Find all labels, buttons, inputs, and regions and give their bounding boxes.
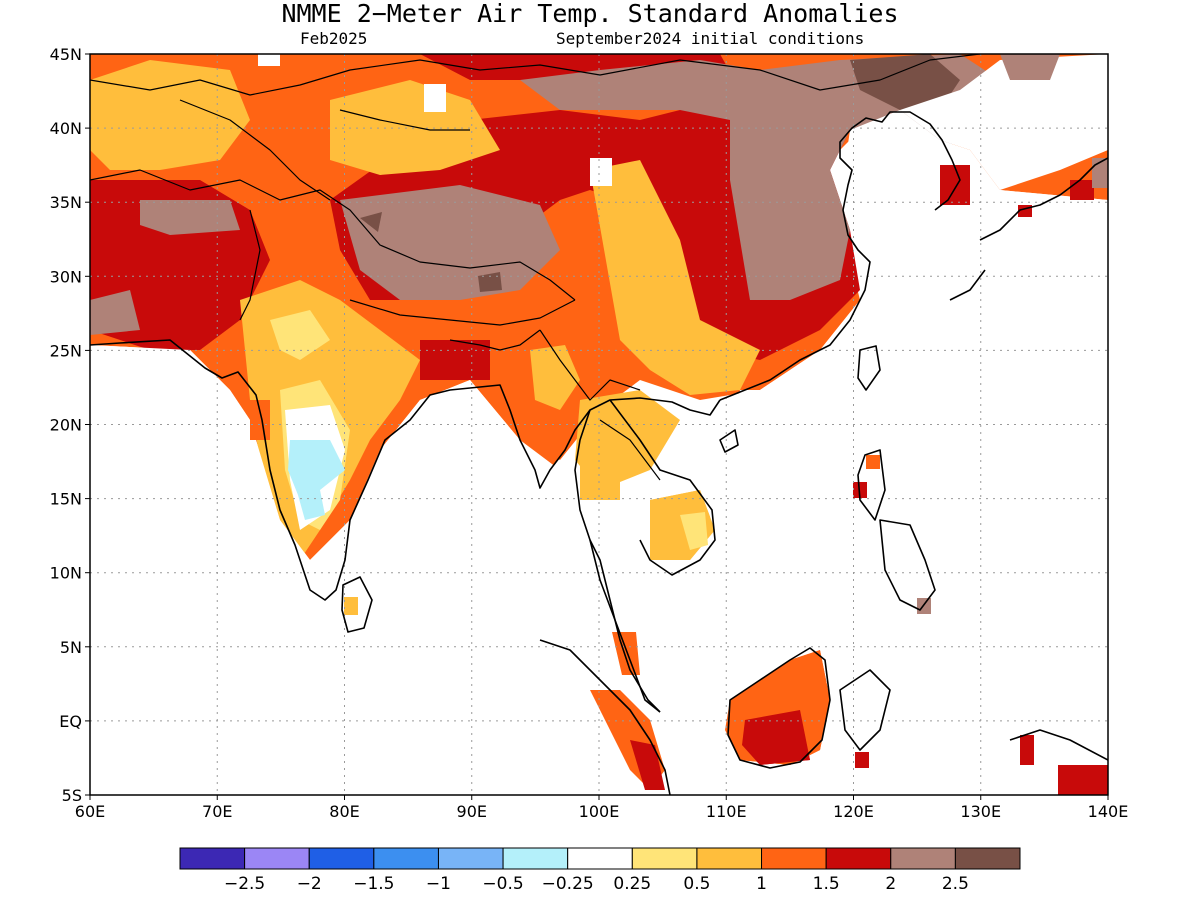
initial-conditions-label: September2024 initial conditions bbox=[556, 29, 864, 48]
colorbar-label: 2.5 bbox=[942, 874, 969, 894]
colorbar-label: 2 bbox=[885, 874, 896, 894]
lat-tick-label: 20N bbox=[50, 416, 82, 435]
lon-tick-label: 100E bbox=[579, 802, 620, 821]
colorbar-legend: −2.5 −2 −1.5 −1 −0.5 −0.25 0.25 0.5 1 1.5 2 2.5 bbox=[179, 847, 1021, 894]
lon-tick-label: 140E bbox=[1088, 802, 1129, 821]
colorbar-swatch bbox=[308, 847, 375, 870]
valid-month-label: Feb2025 bbox=[300, 29, 367, 48]
colorbar-label: 1 bbox=[756, 874, 767, 894]
lon-tick-label: 60E bbox=[75, 802, 105, 821]
lat-tick-label: 35N bbox=[50, 193, 82, 212]
colorbar-label: 0.5 bbox=[683, 874, 710, 894]
lon-tick-label: 110E bbox=[706, 802, 747, 821]
lon-tick-label: 80E bbox=[329, 802, 359, 821]
colorbar-swatch bbox=[825, 847, 892, 870]
colorbar-label: −2.5 bbox=[224, 874, 265, 894]
colorbar-swatch bbox=[631, 847, 698, 870]
colorbar-label: −0.25 bbox=[542, 874, 594, 894]
latitude-tick-labels: 45N 40N 35N 30N 25N 20N 15N 10N 5N EQ 5S bbox=[50, 45, 90, 805]
colorbar-label: −2 bbox=[297, 874, 322, 894]
colorbar-swatch bbox=[179, 847, 246, 870]
lat-tick-label: 10N bbox=[50, 564, 82, 583]
colorbar-swatch bbox=[954, 847, 1021, 870]
map-title: NMME 2−Meter Air Temp. Standard Anomalie… bbox=[281, 0, 898, 28]
lat-tick-label: 15N bbox=[50, 490, 82, 509]
lat-tick-label: 5N bbox=[60, 638, 82, 657]
colorbar-label: −1 bbox=[426, 874, 451, 894]
lat-tick-label: 5S bbox=[62, 786, 82, 805]
graticule bbox=[90, 54, 1108, 795]
colorbar-label: −1.5 bbox=[353, 874, 394, 894]
colorbar-swatch bbox=[890, 847, 956, 870]
colorbar-swatch bbox=[696, 847, 763, 870]
longitude-tick-labels: 60E 70E 80E 90E 100E 110E 120E 130E 140E bbox=[75, 795, 1129, 821]
colorbar-swatch bbox=[761, 847, 827, 870]
lat-tick-label: 25N bbox=[50, 341, 82, 360]
coastlines bbox=[90, 111, 1108, 795]
colorbar-swatch bbox=[373, 847, 439, 870]
colorbar-label: −0.5 bbox=[482, 874, 523, 894]
colorbar-swatch bbox=[567, 847, 633, 870]
lon-tick-label: 130E bbox=[960, 802, 1001, 821]
colorbar-swatch bbox=[502, 847, 569, 870]
lon-tick-label: 90E bbox=[457, 802, 487, 821]
lat-tick-label: EQ bbox=[59, 712, 82, 731]
colorbar-swatch bbox=[244, 847, 310, 870]
colorbar-label: 1.5 bbox=[813, 874, 840, 894]
lat-tick-label: 40N bbox=[50, 119, 82, 138]
country-borders bbox=[90, 54, 981, 481]
colorbar-swatch bbox=[437, 847, 504, 870]
lon-tick-label: 70E bbox=[202, 802, 232, 821]
colorbar-label: 0.25 bbox=[613, 874, 651, 894]
anomaly-shading bbox=[90, 54, 1108, 795]
lon-tick-label: 120E bbox=[833, 802, 874, 821]
lat-tick-label: 45N bbox=[50, 45, 82, 64]
lat-tick-label: 30N bbox=[50, 267, 82, 286]
